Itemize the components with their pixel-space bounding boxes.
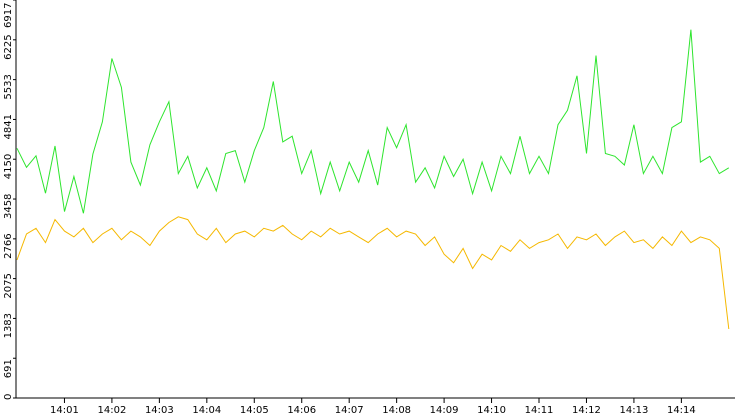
y-tick-label: 6917 bbox=[3, 3, 14, 28]
x-tick-label: 14:08 bbox=[382, 405, 411, 415]
y-tick-label: 4150 bbox=[3, 154, 14, 179]
x-tick-label: 14:05 bbox=[240, 405, 269, 415]
y-tick-label: 4841 bbox=[3, 114, 14, 139]
x-tick-label: 14:03 bbox=[145, 405, 174, 415]
y-tick-label: 0 bbox=[3, 394, 14, 400]
y-tick-label: 6225 bbox=[3, 34, 14, 59]
series-line bbox=[16, 216, 730, 330]
x-tick-label: 14:14 bbox=[667, 405, 696, 415]
y-tick-label: 2766 bbox=[3, 233, 14, 258]
x-tick-label: 14:09 bbox=[430, 405, 459, 415]
y-tick-label: 2075 bbox=[3, 273, 14, 298]
x-tick-label: 14:11 bbox=[525, 405, 554, 415]
x-tick-label: 14:10 bbox=[477, 405, 506, 415]
y-tick-label: 691 bbox=[3, 359, 14, 378]
x-tick-label: 14:13 bbox=[620, 405, 649, 415]
x-tick-label: 14:12 bbox=[572, 405, 601, 415]
series-line bbox=[16, 29, 730, 214]
y-tick-label: 3458 bbox=[3, 194, 14, 219]
x-tick-label: 14:01 bbox=[50, 405, 79, 415]
x-tick-label: 14:07 bbox=[335, 405, 364, 415]
x-tick-label: 14:06 bbox=[287, 405, 316, 415]
x-tick-label: 14:02 bbox=[97, 405, 126, 415]
y-tick-label: 1383 bbox=[3, 313, 14, 338]
x-tick-label: 14:04 bbox=[192, 405, 221, 415]
y-tick-label: 5533 bbox=[3, 74, 14, 99]
